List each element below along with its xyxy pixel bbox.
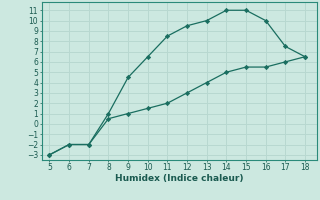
X-axis label: Humidex (Indice chaleur): Humidex (Indice chaleur): [115, 174, 244, 183]
